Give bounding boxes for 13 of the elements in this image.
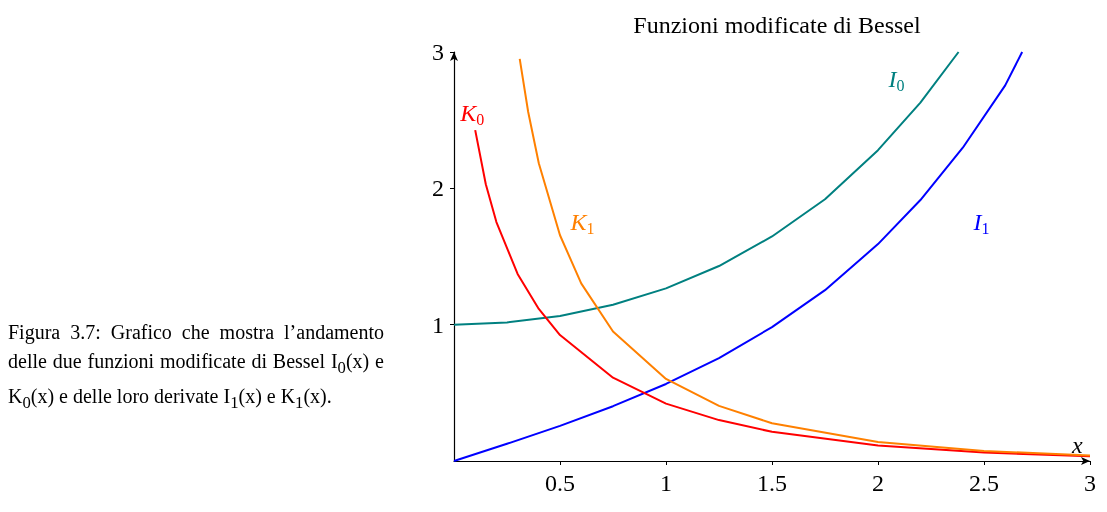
x-tick-label: 1.5 [757, 470, 787, 496]
x-axis-title: x [1071, 432, 1083, 458]
x-tick-label: 3 [1084, 470, 1096, 496]
chart-title: Funzioni modificate di Bessel [633, 12, 921, 38]
y-tick-label: 3 [432, 39, 444, 65]
line-series [453, 51, 960, 326]
x-tick-label: 1 [660, 470, 672, 496]
text: Figura 3.7: Grafico che mostra l’andamento delle due funzioni modificate di Bessel I$_{0}$(x) e K$_{0}$(x) e delle loro derivate I$_{1}$(x) e K$_{1}$(x). [8, 321, 384, 412]
y-tick-label: 2 [432, 175, 444, 202]
x-tick-label: 2.5 [969, 470, 999, 496]
y-tick-label: 1 [432, 311, 444, 338]
x-tick-label: 2 [872, 470, 884, 496]
x-tick-label: 0.5 [545, 470, 575, 496]
